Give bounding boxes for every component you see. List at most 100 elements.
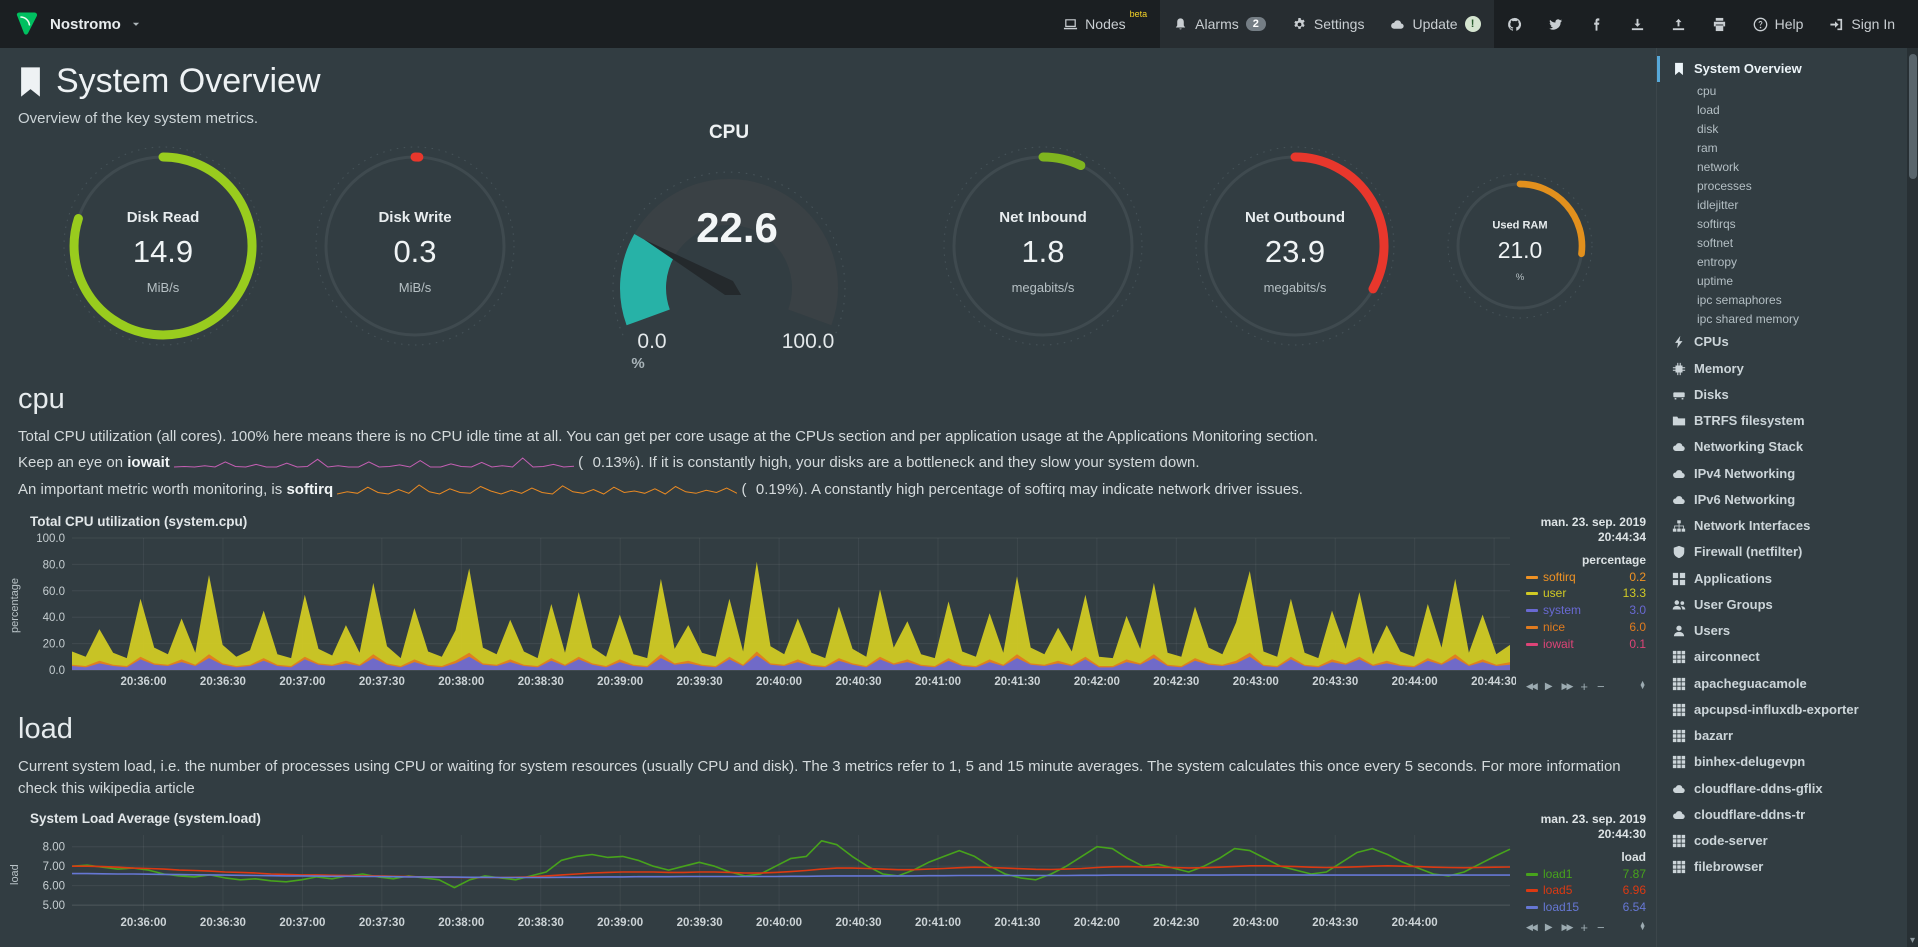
zoom-out-button[interactable]: − — [1596, 678, 1605, 694]
load-plot[interactable]: 8.00 7.00 6.00 5.00 20:36:00 20:36:30 20:37:00… — [24, 829, 1516, 933]
chart-date: man. 23. sep. 2019 — [1540, 514, 1646, 529]
node-selector[interactable]: Nostromo — [14, 11, 141, 37]
gauge-disk-write-svg[interactable]: Disk Write 0.3 MiB/s — [312, 143, 518, 349]
sidebar-item-ram[interactable]: ram — [1657, 139, 1904, 158]
sidebar-item-cpu[interactable]: cpu — [1657, 82, 1904, 101]
nav-signin[interactable]: Sign In — [1816, 0, 1908, 48]
nav-import-snapshot[interactable] — [1658, 0, 1699, 48]
sidebar-item-ipv6-networking[interactable]: IPv6 Networking — [1657, 487, 1904, 513]
gauge-cpu-svg[interactable]: 22.6 0.0 100.0% — [564, 138, 894, 372]
sidebar-item-uptime[interactable]: uptime — [1657, 272, 1904, 291]
zoom-out-button[interactable]: − — [1596, 919, 1605, 935]
gauge-disk-write[interactable]: Disk Write 0.3 MiB/s — [312, 143, 518, 354]
svg-text:20:43:30: 20:43:30 — [1312, 917, 1358, 929]
sidebar-item-ipv4-networking[interactable]: IPv4 Networking — [1657, 461, 1904, 487]
nav-update[interactable]: Update! — [1377, 0, 1494, 48]
legend-item-load15[interactable]: load15 6.54 — [1526, 899, 1646, 916]
resize-handle[interactable]: ▲ ▼ — [1639, 679, 1646, 691]
legend-item-softirq[interactable]: softirq 0.2 — [1526, 569, 1646, 586]
gauge-disk-read[interactable]: Disk Read 14.9 MiB/s — [60, 143, 266, 354]
nav-facebook[interactable] — [1576, 0, 1617, 48]
sidebar-item-label: cloudflare-ddns-gflix — [1694, 780, 1823, 796]
sidebar-item-airconnect[interactable]: airconnect — [1657, 644, 1904, 670]
nav-print[interactable] — [1699, 0, 1740, 48]
legend-item-load1[interactable]: load1 7.87 — [1526, 866, 1646, 883]
y-axis-unit-label: percentage — [9, 577, 21, 633]
legend-item-iowait[interactable]: iowait 0.1 — [1526, 636, 1646, 653]
sidebar-item-code-server[interactable]: code-server — [1657, 828, 1904, 854]
sidebar-item-bazarr[interactable]: bazarr — [1657, 723, 1904, 749]
nav-nodes[interactable]: Nodes beta — [1050, 0, 1160, 48]
play-button[interactable]: ▶ — [1544, 921, 1553, 933]
sidebar-item-network[interactable]: network — [1657, 158, 1904, 177]
wikipedia-link[interactable]: wikipedia article — [88, 780, 195, 797]
plot-area[interactable]: Total CPU utilization (system.cpu) 100.0 8… — [24, 514, 1517, 697]
sidebar-item-cloudflare-ddns-tr[interactable]: cloudflare-ddns-tr — [1657, 802, 1904, 828]
nav-export-snapshot[interactable] — [1617, 0, 1658, 48]
nav-twitter[interactable] — [1535, 0, 1576, 48]
gauge-used-ram[interactable]: Used RAM 21.0% — [1444, 170, 1596, 327]
sidebar-item-load[interactable]: load — [1657, 101, 1904, 120]
sidebar-item-ipc-semaphores[interactable]: ipc semaphores — [1657, 291, 1904, 310]
sidebar-item-applications[interactable]: Applications — [1657, 566, 1904, 592]
sidebar-item-idlejitter[interactable]: idlejitter — [1657, 196, 1904, 215]
svg-text:60.0: 60.0 — [43, 585, 65, 597]
gauge-cpu[interactable]: CPU 22.6 0.0 100.0% — [564, 122, 894, 375]
sidebar-item-cpus[interactable]: CPUs — [1657, 329, 1904, 355]
gauge-title: CPU — [708, 121, 750, 143]
plot-area[interactable]: System Load Average (system.load) 8.00 7.0… — [24, 811, 1516, 938]
svg-text:20:41:30: 20:41:30 — [994, 917, 1040, 929]
sidebar-item-processes[interactable]: processes — [1657, 177, 1904, 196]
pan-forward-button[interactable]: ▶▶ — [1561, 680, 1574, 691]
legend-item-load5[interactable]: load5 6.96 — [1526, 882, 1646, 899]
cpu-plot[interactable]: 100.0 80.0 60.0 40.0 20.0 0.0 20:36:00 20:36:30… — [24, 532, 1517, 692]
zoom-in-button[interactable]: + — [1580, 678, 1588, 694]
pan-backward-button[interactable]: ◀◀ — [1526, 680, 1538, 691]
sidebar-item-network-interfaces[interactable]: Network Interfaces — [1657, 513, 1904, 539]
sidebar-item-label: entropy — [1697, 255, 1738, 270]
sidebar-item-apacheguacamole[interactable]: apacheguacamole — [1657, 671, 1904, 697]
sidebar-item-softnet[interactable]: softnet — [1657, 234, 1904, 253]
sidebar-scrollbar[interactable]: ▾ — [1907, 48, 1918, 947]
pan-forward-button[interactable]: ▶▶ — [1561, 921, 1574, 932]
gauge-net-outbound[interactable]: Net Outbound 23.9 megabits/s — [1192, 143, 1398, 354]
nav-alarms[interactable]: Alarms 2 — [1160, 0, 1279, 48]
nav-github[interactable] — [1494, 0, 1535, 48]
gauge-net-inbound-svg[interactable]: Net Inbound 1.8 megabits/s — [940, 143, 1146, 349]
sidebar-item-ipc-shared-memory[interactable]: ipc shared memory — [1657, 310, 1904, 329]
scrollbar-thumb[interactable] — [1909, 54, 1917, 179]
sidebar-item-disks[interactable]: Disks — [1657, 382, 1904, 408]
gauge-disk-read-svg[interactable]: Disk Read 14.9 MiB/s — [60, 143, 266, 349]
nav-settings[interactable]: Settings — [1278, 0, 1378, 48]
sidebar-item-apcupsd-influxdb-exporter[interactable]: apcupsd-influxdb-exporter — [1657, 697, 1904, 723]
sidebar-item-entropy[interactable]: entropy — [1657, 253, 1904, 272]
svg-text:20:42:00: 20:42:00 — [1074, 917, 1120, 929]
zoom-in-button[interactable]: + — [1580, 919, 1588, 935]
gauge-net-inbound[interactable]: Net Inbound 1.8 megabits/s — [940, 143, 1146, 354]
legend-item-nice[interactable]: nice 6.0 — [1526, 619, 1646, 636]
legend-item-system[interactable]: system 3.0 — [1526, 602, 1646, 619]
y-axis-unit-label: load — [9, 863, 21, 885]
nav-help[interactable]: Help — [1740, 0, 1817, 48]
play-button[interactable]: ▶ — [1544, 680, 1553, 692]
sidebar-item-system-overview[interactable]: System Overview — [1657, 56, 1904, 83]
sidebar-item-filebrowser[interactable]: filebrowser — [1657, 854, 1904, 880]
gauge-used-ram-svg[interactable]: Used RAM 21.0% — [1444, 170, 1596, 322]
sidebar-item-firewall-netfilter[interactable]: Firewall (netfilter) — [1657, 539, 1904, 565]
sidebar-item-disk[interactable]: disk — [1657, 120, 1904, 139]
sidebar-item-cloudflare-ddns-gflix[interactable]: cloudflare-ddns-gflix — [1657, 776, 1904, 802]
sidebar-item-binhex-delugevpn[interactable]: binhex-delugevpn — [1657, 749, 1904, 775]
sidebar-item-label: airconnect — [1694, 649, 1760, 665]
scrollbar-down-arrow[interactable]: ▾ — [1909, 935, 1916, 946]
resize-handle[interactable]: ▲ ▼ — [1639, 920, 1646, 932]
sidebar-item-memory[interactable]: Memory — [1657, 356, 1904, 382]
legend-item-user[interactable]: user 13.3 — [1526, 585, 1646, 602]
sidebar-item-label: network — [1697, 160, 1740, 175]
sidebar-item-user-groups[interactable]: User Groups — [1657, 592, 1904, 618]
sidebar-item-btrfs-filesystem[interactable]: BTRFS filesystem — [1657, 408, 1904, 434]
sidebar-item-softirqs[interactable]: softirqs — [1657, 215, 1904, 234]
sidebar-item-networking-stack[interactable]: Networking Stack — [1657, 434, 1904, 460]
sidebar-item-users[interactable]: Users — [1657, 618, 1904, 644]
pan-backward-button[interactable]: ◀◀ — [1526, 921, 1538, 932]
gauge-net-outbound-svg[interactable]: Net Outbound 23.9 megabits/s — [1192, 143, 1398, 349]
